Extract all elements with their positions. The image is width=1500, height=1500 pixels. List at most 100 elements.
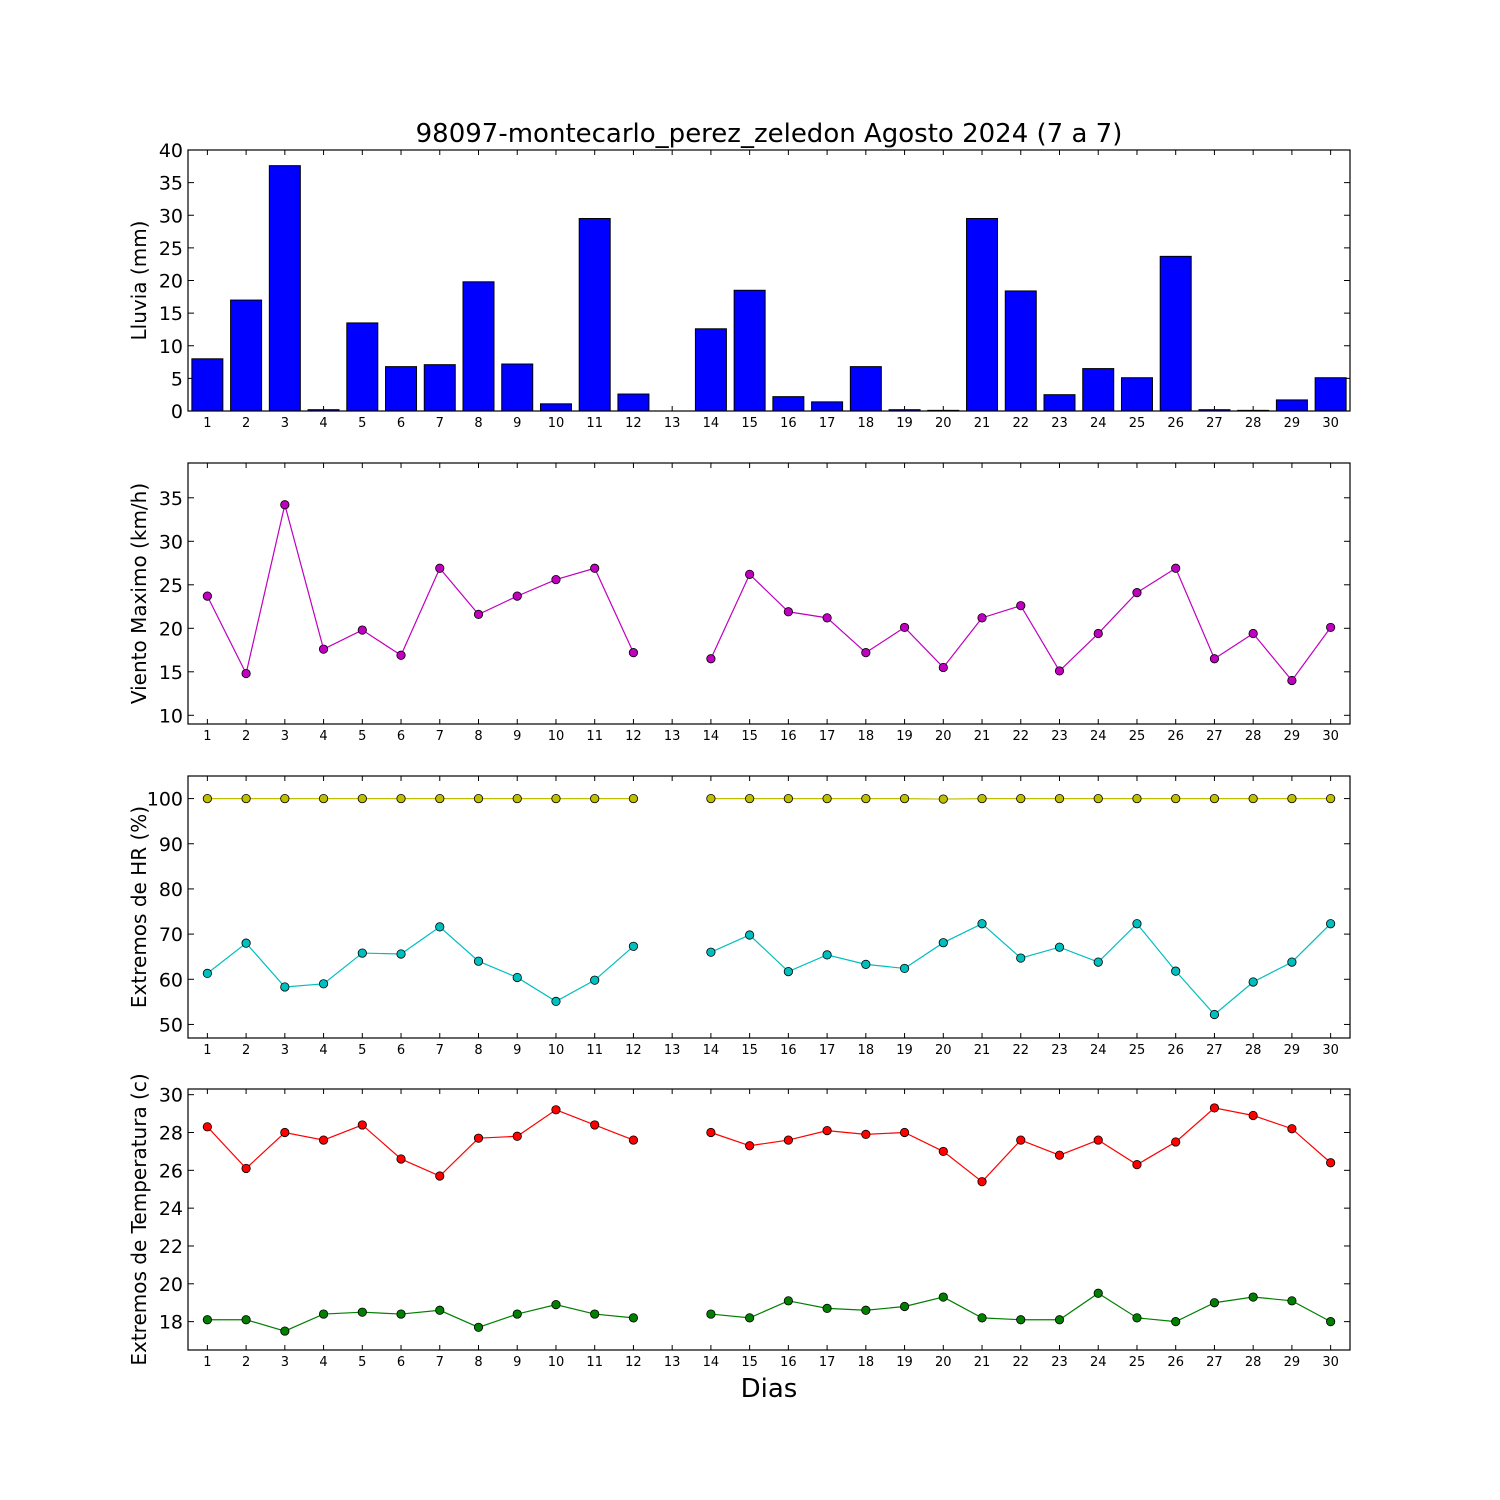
wind-data-point [280,500,290,510]
temperature-xtick-label: 27 [1206,1355,1223,1370]
temperature-data-point [783,1296,793,1306]
wind-data-point [590,563,600,573]
rain-bar [423,364,456,412]
humidity-data-point [280,793,290,804]
temperature-data-point [280,1127,290,1138]
temperature-data-point [628,1135,639,1145]
humidity-data-point [590,793,600,804]
humidity-xtick-label: 13 [664,1043,681,1058]
wind-xtick-label: 27 [1206,729,1223,744]
wind-y-axis-label: Viento Maximo (km/h) [127,483,151,704]
temperature-data-point [435,1171,445,1181]
humidity-xtick-label: 12 [625,1043,642,1058]
temperature-data-point [1287,1296,1297,1306]
humidity-xtick-label: 23 [1051,1043,1068,1058]
humidity-data-point [1171,793,1181,804]
rain-bar [462,281,495,412]
temperature-xtick-label: 17 [819,1355,836,1370]
rain-bar [191,358,224,412]
rain-xtick-label: 19 [896,416,913,431]
wind-xtick-label: 23 [1051,729,1068,744]
wind-data-point [1248,628,1258,639]
humidity-xtick-label: 2 [242,1043,250,1058]
temperature-xtick-label: 30 [1322,1355,1339,1370]
rain-xtick-label: 3 [281,416,289,431]
humidity-data-point [628,793,639,804]
temperature-data-point [1248,1110,1258,1121]
temperature-ytick-label: 26 [159,1160,183,1182]
humidity-data-point [473,956,484,966]
wind-xtick-label: 28 [1245,729,1262,744]
rain-xtick-label: 24 [1090,416,1107,431]
rain-xtick-label: 1 [203,416,211,431]
rain-ytick-label: 15 [159,303,183,325]
temperature-data-point [1054,1315,1065,1325]
rain-xtick-label: 8 [474,416,482,431]
temperature-data-point [938,1292,948,1302]
humidity-xtick-label: 7 [436,1043,444,1058]
rain-bar [1314,377,1347,412]
temperature-data-point [396,1309,406,1319]
rain-ytick-label: 35 [159,173,183,195]
temperature-data-point [706,1309,716,1319]
humidity-data-point [1326,793,1336,804]
temperature-xtick-label: 23 [1051,1355,1068,1370]
temperature-xtick-label: 29 [1284,1355,1301,1370]
humidity-data-point [1132,919,1142,929]
rain-bar [772,396,805,412]
temperature-data-point [822,1126,832,1136]
wind-xtick-label: 3 [281,729,289,744]
temperature-data-point [435,1305,445,1315]
wind-data-point [1054,666,1065,676]
humidity-data-point [241,938,251,948]
wind-xtick-label: 1 [203,729,211,744]
rain-axes-frame [187,149,1351,412]
rain-xtick-label: 10 [548,416,565,431]
wind-data-point [783,607,793,617]
rain-bar [1275,399,1308,412]
humidity-xtick-label: 1 [203,1043,211,1058]
wind-data-point [1326,622,1336,633]
rain-bar [385,366,418,412]
rain-xtick-label: 7 [436,416,444,431]
humidity-xtick-label: 10 [548,1043,565,1058]
wind-ytick-label: 35 [159,488,183,510]
humidity-data-point [1093,793,1103,804]
wind-data-point [241,668,251,679]
temperature-xtick-label: 7 [436,1355,444,1370]
humidity-xtick-label: 5 [358,1043,366,1058]
humidity-xtick-label: 22 [1012,1043,1029,1058]
humidity-data-point [396,949,406,959]
rain-xtick-label: 6 [397,416,405,431]
temperature-xtick-label: 9 [513,1355,521,1370]
wind-xtick-label: 20 [935,729,952,744]
humidity-xtick-label: 29 [1284,1043,1301,1058]
wind-data-point [822,613,832,623]
temperature-data-point [512,1309,522,1319]
wind-xtick-label: 15 [741,729,758,744]
wind-xtick-label: 9 [513,729,521,744]
rain-bar [539,403,572,412]
wind-ytick-label: 25 [159,575,183,597]
humidity-data-point [1016,953,1026,963]
wind-ytick-label: 10 [159,705,183,727]
temperature-data-point [1171,1137,1181,1147]
temperature-xtick-label: 8 [474,1355,482,1370]
humidity-axes-frame [187,775,1351,1039]
rain-ytick-label: 20 [159,271,183,293]
humidity-xtick-label: 8 [474,1043,482,1058]
wind-xtick-label: 18 [858,729,875,744]
wind-data-point [473,609,484,619]
temperature-y-axis-label: Extremos de Temperatura (c) [127,1073,151,1365]
temperature-data-point [745,1141,755,1151]
rain-xtick-label: 29 [1284,416,1301,431]
temperature-data-point [590,1309,600,1319]
rain-xtick-label: 17 [819,416,836,431]
rain-bar [501,363,534,412]
rain-bar [346,322,379,412]
rain-bar [268,165,301,412]
humidity-xtick-label: 20 [935,1043,952,1058]
wind-data-point [512,591,522,601]
